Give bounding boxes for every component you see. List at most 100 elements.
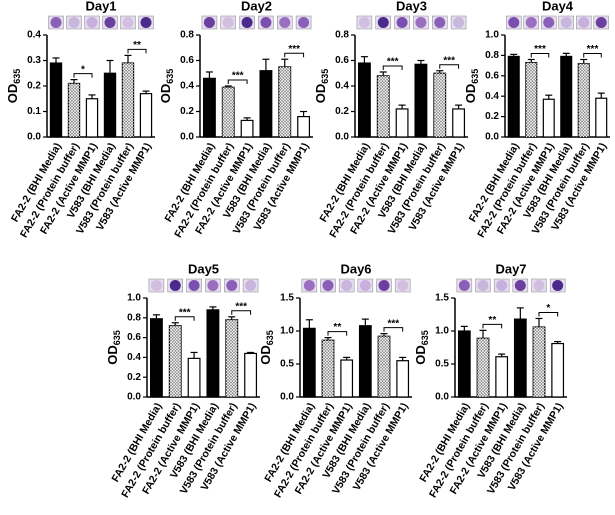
well [533,280,545,291]
bar [49,62,63,138]
panel-title: Day4 [542,0,574,13]
y-axis-label: OD635 [463,69,480,104]
bar [240,119,254,138]
significance-label: ** [333,322,341,333]
significance-label: *** [587,44,599,55]
significance-label: * [546,303,550,314]
y-tick-label: 0.2 [180,106,194,117]
bar [149,318,163,398]
significance-label: *** [235,301,247,312]
well [104,17,116,28]
y-tick-label: 0.2 [27,81,41,92]
bar [414,63,428,138]
bar [302,327,316,398]
bar [357,62,371,138]
well [169,280,181,291]
bar [495,356,509,398]
well [496,280,508,291]
bar [507,55,520,138]
bar-hatch [525,62,537,137]
y-tick-label: 0.4 [180,81,194,92]
well [543,17,555,28]
y-axis-label: OD635 [258,330,275,365]
significance-bracket [284,52,305,58]
significance-label: ** [133,40,141,51]
panel-title: Day6 [340,261,371,276]
well [140,17,152,28]
y-tick-label: 0.8 [180,30,194,41]
y-tick-label: 0.1 [27,106,41,117]
y-axis-label: OD635 [158,69,175,104]
bar [85,98,99,138]
bar-hatch [122,63,134,137]
y-label-main: OD [313,84,328,104]
significance-label: *** [443,55,455,66]
well [260,17,272,28]
y-tick-label: 0.4 [27,30,41,41]
y-label-main: OD [463,84,478,104]
panel-title: Day5 [188,261,219,276]
well [434,17,446,28]
y-tick-label: 0.6 [180,55,194,66]
bar-hatch [68,83,80,137]
well [508,17,520,28]
y-tick-label: 0.0 [27,132,41,143]
panel-title: Day3 [396,0,427,13]
y-label-sub: 635 [265,330,275,345]
y-tick-label: 0.6 [127,332,141,343]
bar [396,360,410,398]
significance-bracket [439,64,460,69]
y-label-main: OD [105,345,120,365]
well [203,17,215,28]
significance-label: *** [232,71,244,82]
y-label-main: OD [413,345,428,365]
y-tick-label: 0.6 [335,55,349,66]
bar-hatch [322,340,334,397]
y-label-main: OD [5,84,20,104]
y-label-sub: 635 [112,330,122,345]
well [122,17,134,28]
y-tick-label: 1.0 [485,30,499,41]
y-tick-label: 1.0 [435,326,449,337]
bar [358,325,372,398]
significance-bracket [530,52,550,58]
well [86,17,98,28]
y-tick-label: 0.8 [335,30,349,41]
bar-hatch [278,66,291,137]
bar-hatch [477,338,489,397]
well [578,17,590,28]
significance-label: *** [179,307,191,318]
bar-hatch [222,87,235,137]
bar-hatch [377,75,390,137]
well [396,17,408,28]
y-label-main: OD [158,84,173,104]
significance-label: *** [288,44,300,55]
well [226,280,238,291]
bar [551,342,565,398]
panel-title: Day2 [241,0,272,13]
bar [542,98,555,138]
significance-bracket [73,73,93,78]
bar [206,309,220,398]
y-tick-label: 0.6 [485,70,499,81]
well [303,280,315,291]
y-tick-label: 0.5 [435,359,449,370]
y-tick-label: 0.4 [127,352,141,363]
bar [452,108,466,138]
bar-hatch [225,319,238,397]
y-tick-label: 0.4 [335,81,349,92]
bar [340,359,354,398]
significance-label: ** [488,315,496,326]
y-tick-label: 0.0 [435,392,449,403]
well [552,280,564,291]
significance-bracket [482,323,503,329]
well [378,280,390,291]
y-tick-label: 0.8 [127,312,141,323]
y-label-sub: 635 [165,69,175,84]
bar-hatch [533,327,545,397]
y-tick-label: 0.8 [485,50,499,61]
